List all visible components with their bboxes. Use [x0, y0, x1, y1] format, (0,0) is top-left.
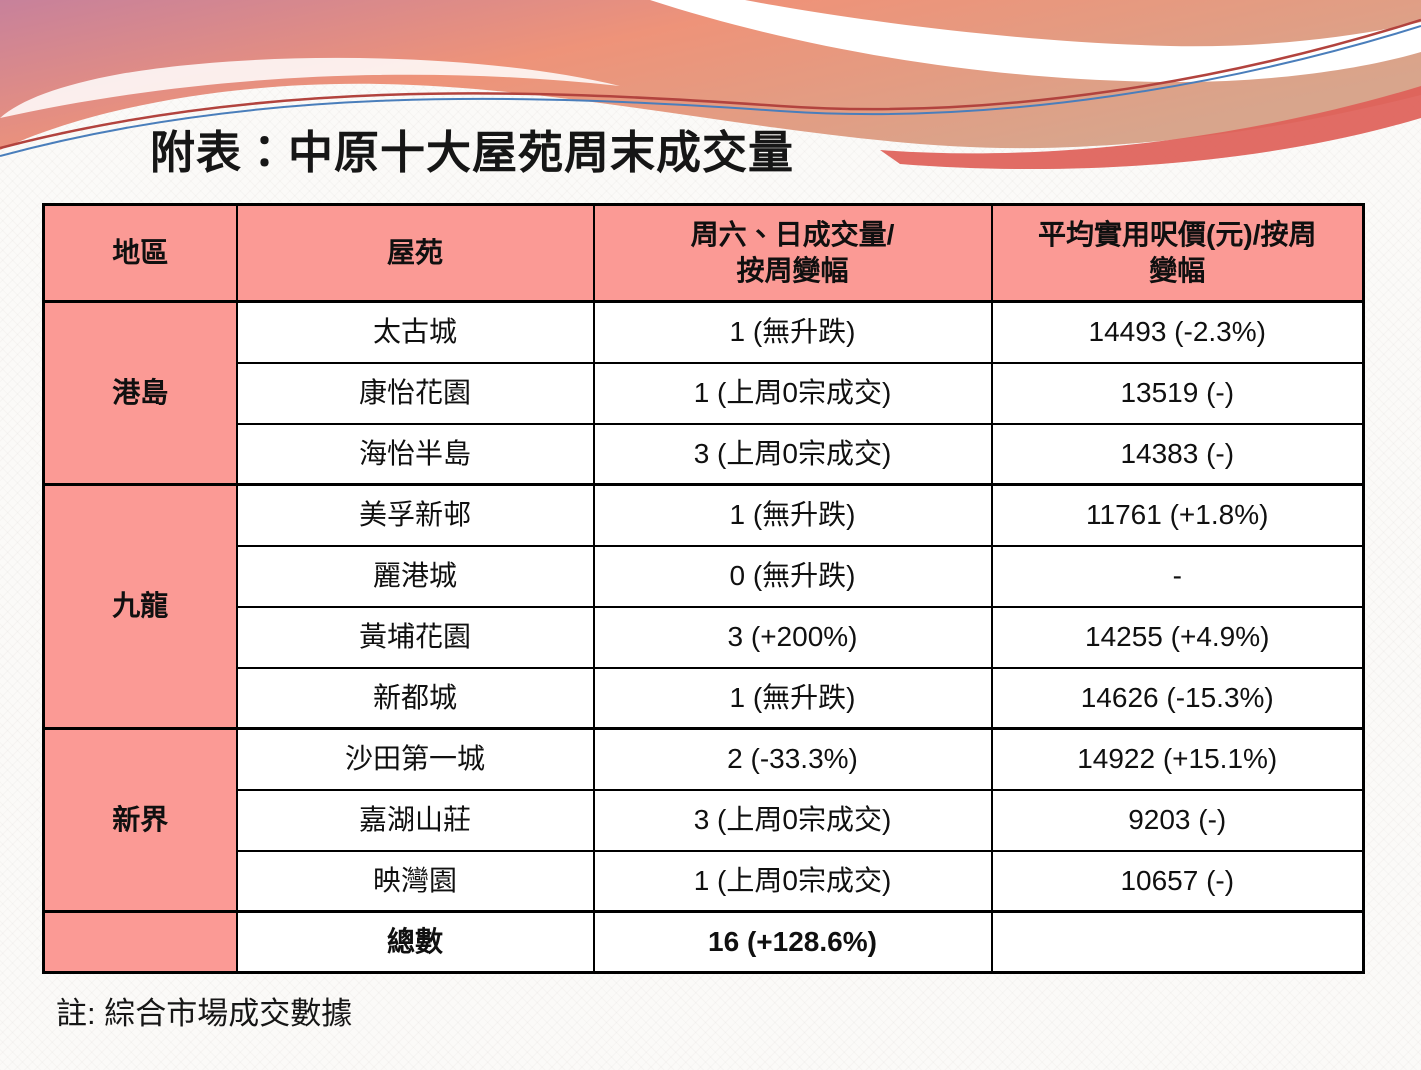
price-cell: 11761 (+1.8%)	[990, 483, 1365, 547]
volume-cell: 1 (無升跌)	[592, 483, 993, 547]
table-wrap: 地區 屋苑 周六、日成交量/ 按周變幅 平均實用呎價(元)/按周 變幅 港島 太…	[42, 203, 1365, 974]
table-row: 映灣園 1 (上周0宗成交) 10657 (-)	[44, 849, 1365, 913]
volume-cell: 1 (無升跌)	[592, 666, 993, 730]
table-row: 康怡花園 1 (上周0宗成交) 13519 (-)	[44, 361, 1365, 425]
accent-line-blue	[0, 25, 1421, 157]
total-price-cell	[990, 910, 1365, 974]
total-volume-cell: 16 (+128.6%)	[592, 910, 993, 974]
header-volume: 周六、日成交量/ 按周變幅	[592, 203, 993, 303]
table-row: 九龍 美孚新邨 1 (無升跌) 11761 (+1.8%)	[42, 483, 1365, 730]
estate-cell: 美孚新邨	[235, 483, 595, 547]
transactions-table: 地區 屋苑 周六、日成交量/ 按周變幅 平均實用呎價(元)/按周 變幅 港島 太…	[42, 203, 1365, 974]
estate-cell: 沙田第一城	[235, 727, 595, 791]
volume-cell: 2 (-33.3%)	[592, 727, 993, 791]
table-row: 海怡半島 3 (上周0宗成交) 14383 (-)	[44, 422, 1365, 486]
table-header-row: 地區 屋苑 周六、日成交量/ 按周變幅 平均實用呎價(元)/按周 變幅	[42, 203, 1365, 303]
volume-cell: 0 (無升跌)	[592, 544, 993, 608]
table-row: 麗港城 0 (無升跌) -	[44, 544, 1365, 608]
estate-cell: 海怡半島	[235, 422, 595, 486]
volume-cell: 1 (上周0宗成交)	[592, 849, 993, 913]
estate-cell: 黃埔花園	[235, 605, 595, 669]
region-cell: 新界	[42, 727, 238, 913]
estate-cell: 映灣園	[235, 849, 595, 913]
price-cell: 13519 (-)	[990, 361, 1365, 425]
price-cell: 10657 (-)	[990, 849, 1365, 913]
footnote: 註: 綜合市場成交數據	[56, 996, 353, 1031]
price-cell: 14626 (-15.3%)	[990, 666, 1365, 730]
header-region: 地區	[42, 203, 238, 303]
accent-line-red	[0, 18, 1421, 150]
estate-cell: 康怡花園	[235, 361, 595, 425]
estate-cell: 太古城	[235, 300, 595, 364]
wave-inner-highlight	[0, 57, 620, 118]
header-price: 平均實用呎價(元)/按周 變幅	[990, 203, 1365, 303]
volume-cell: 3 (上周0宗成交)	[592, 788, 993, 852]
table-row: 黃埔花園 3 (+200%) 14255 (+4.9%)	[44, 605, 1365, 669]
estate-cell: 麗港城	[235, 544, 595, 608]
header-estate: 屋苑	[235, 203, 595, 303]
estate-cell: 嘉湖山莊	[235, 788, 595, 852]
price-cell: -	[990, 544, 1365, 608]
wave-band	[0, 0, 1421, 150]
volume-cell: 1 (無升跌)	[592, 300, 993, 364]
table-row: 港島 太古城 1 (無升跌) 14493 (-2.3%)	[42, 300, 1365, 486]
region-cell-empty	[42, 910, 238, 974]
table-row: 新界 沙田第一城 2 (-33.3%) 14922 (+15.1%)	[42, 727, 1365, 913]
page-title: 附表：中原十大屋苑周末成交量	[150, 127, 795, 178]
table-row: 新都城 1 (無升跌) 14626 (-15.3%)	[44, 666, 1365, 730]
price-cell: 14922 (+15.1%)	[990, 727, 1365, 791]
volume-cell: 1 (上周0宗成交)	[592, 361, 993, 425]
estate-cell: 新都城	[235, 666, 595, 730]
wave-white-sweep	[650, 0, 1421, 82]
total-label-cell: 總數	[235, 910, 595, 974]
region-cell: 九龍	[42, 483, 238, 730]
wave-dark-red-band	[880, 86, 1421, 170]
price-cell: 14255 (+4.9%)	[990, 605, 1365, 669]
volume-cell: 3 (+200%)	[592, 605, 993, 669]
price-cell: 14493 (-2.3%)	[990, 300, 1365, 364]
total-row: 總數 16 (+128.6%)	[42, 910, 1365, 974]
header-wave-decoration	[0, 0, 1421, 170]
volume-cell: 3 (上周0宗成交)	[592, 422, 993, 486]
table-row: 嘉湖山莊 3 (上周0宗成交) 9203 (-)	[44, 788, 1365, 852]
price-cell: 14383 (-)	[990, 422, 1365, 486]
price-cell: 9203 (-)	[990, 788, 1365, 852]
region-cell: 港島	[42, 300, 238, 486]
